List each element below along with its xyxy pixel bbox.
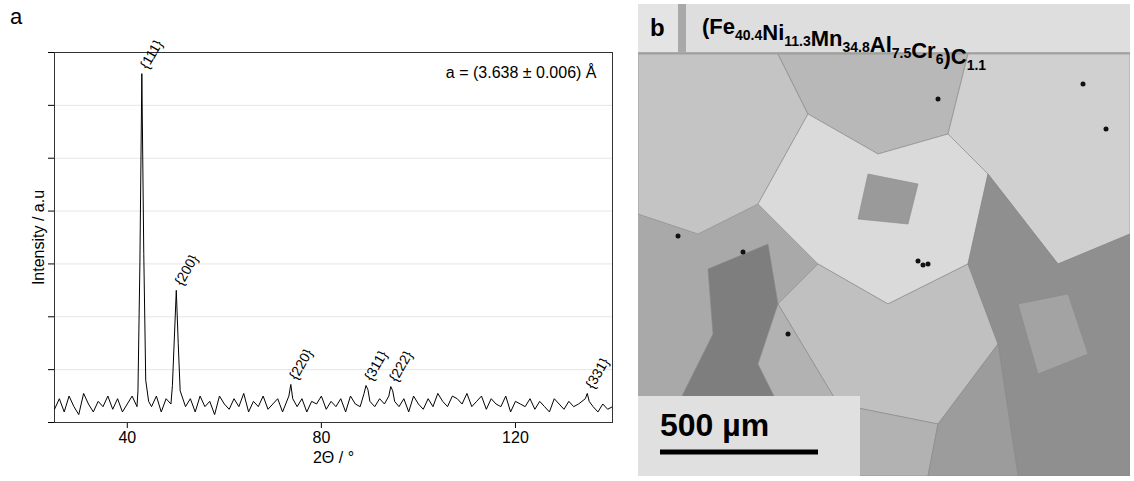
html-text:a: a <box>10 4 23 29</box>
svg-text:40: 40 <box>118 429 136 446</box>
svg-text:b: b <box>650 14 665 41</box>
svg-text:Intensity / a.u: Intensity / a.u <box>30 190 47 285</box>
svg-text:{220}: {220} <box>285 346 315 383</box>
svg-text:{200}: {200} <box>171 251 201 288</box>
svg-text:80: 80 <box>312 429 330 446</box>
svg-text:120: 120 <box>502 429 529 446</box>
svg-text:{311}: {311} <box>361 348 391 384</box>
svg-text:{111}: {111} <box>136 37 165 72</box>
svg-text:{331}: {331} <box>582 355 612 392</box>
svg-text:a = (3.638 ± 0.006) Å: a = (3.638 ± 0.006) Å <box>446 63 597 81</box>
svg-text:{222}: {222} <box>385 348 415 385</box>
svg-text:(Fe40.4Ni11.3Mn34.8Al7.5Cr6)C1: (Fe40.4Ni11.3Mn34.8Al7.5Cr6)C1.1 <box>702 14 986 73</box>
svg-text:2Θ / °: 2Θ / ° <box>313 449 354 466</box>
svg-text:500 µm: 500 µm <box>660 407 769 443</box>
